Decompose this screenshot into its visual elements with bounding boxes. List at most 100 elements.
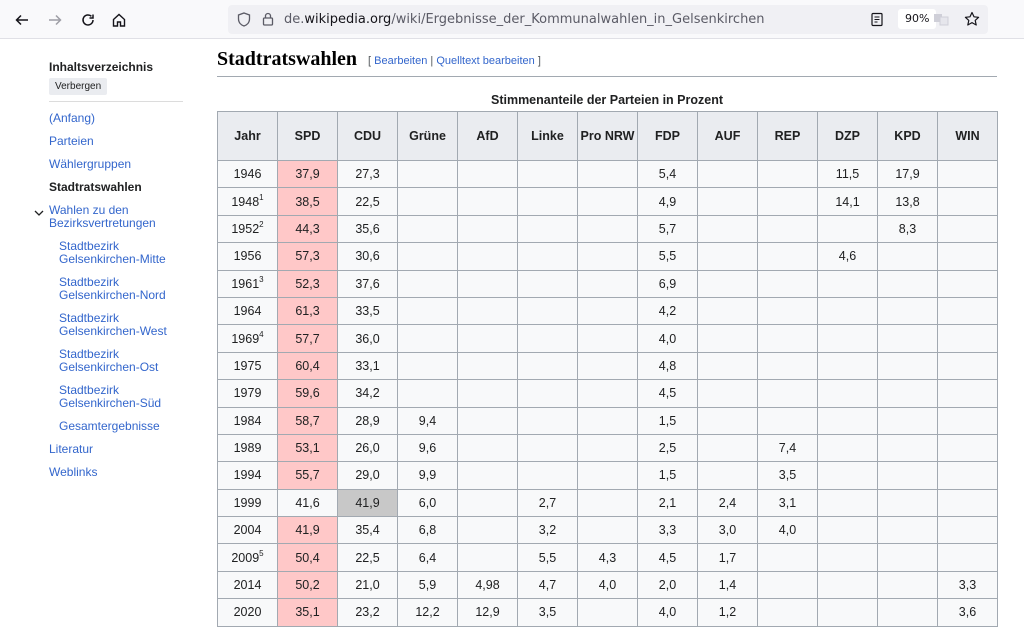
value-cell: 8,3 [877,214,938,244]
toc-item-nord[interactable]: Stadtbezirk Gelsenkirchen-Nord [59,276,166,302]
toc-title: Inhaltsverzeichnis [49,60,154,74]
value-cell: 5,4 [637,159,698,189]
value-cell: 5,9 [397,570,458,600]
table-row: 1984 58,7 28,9 9,4 1,5 [217,406,998,435]
value-cell: 3,0 [697,516,758,545]
value-cell [877,242,938,271]
value-cell: 41,6 [277,488,338,518]
bookmark-star-icon[interactable] [964,11,980,27]
value-cell: 30,6 [337,242,398,271]
footnote-marker[interactable]: 1 [259,192,264,202]
toc-hide-button[interactable]: Verbergen [49,78,108,95]
toc-item-west[interactable]: Stadtbezirk Gelsenkirchen-West [59,312,167,338]
toc-item-literatur[interactable]: Literatur [49,442,94,456]
value-cell [577,351,638,381]
value-cell: 3,1 [757,488,818,518]
value-cell [577,406,638,435]
value-cell: 35,6 [337,214,398,244]
toc-item-waehlergruppen[interactable]: Wählergruppen [49,157,132,171]
year-cell: 1989 [217,433,278,463]
column-header: WIN [937,111,998,161]
reload-icon[interactable] [76,8,100,32]
value-cell [877,461,938,490]
toc-item-sued[interactable]: Stadtbezirk Gelsenkirchen-Süd [59,384,161,410]
url-prefix: de. [284,12,305,27]
lock-icon[interactable] [260,11,276,27]
footnote-marker[interactable]: 5 [259,548,264,558]
value-cell [457,324,518,353]
year-value: 1946 [233,167,262,182]
value-cell: 4,5 [637,379,698,408]
toc-item-label-line2: Gelsenkirchen-Ost [59,360,159,374]
value-cell [697,214,758,244]
table-row: 2014 50,2 21,0 5,9 4,98 4,7 4,0 2,0 1,4 3,3 [217,570,998,600]
value-cell [937,433,998,463]
forward-icon[interactable] [43,8,67,32]
value-cell [937,187,998,216]
edit-link[interactable]: Bearbeiten [374,55,428,67]
value-cell [937,324,998,353]
value-cell: 2,4 [697,488,758,518]
value-cell [457,159,518,189]
value-cell: 29,0 [337,461,398,490]
toc-item-stadtratswahlen[interactable]: Stadtratswahlen [49,180,142,194]
value-cell [517,379,578,408]
value-cell [817,324,878,353]
value-cell [757,598,818,627]
table-row: 1956 57,3 30,6 5,5 4,6 [217,242,998,271]
value-cell [877,269,938,298]
toc-item-label-line2: Gelsenkirchen-Süd [59,396,162,410]
value-cell: 6,8 [397,516,458,545]
section-title: Stadtratswahlen [217,48,358,70]
toc-item-anfang[interactable]: (Anfang) [49,111,96,125]
value-cell: 57,3 [277,242,338,271]
year-value: 1984 [233,413,262,428]
toc-item-gesamtergebnisse[interactable]: Gesamtergebnisse [59,419,160,433]
column-header: FDP [637,111,698,161]
reader-view-icon[interactable] [869,11,885,27]
value-cell: 4,0 [637,324,698,353]
value-cell [457,214,518,244]
table-row: 19613 52,3 37,6 6,9 [217,269,998,298]
footnote-marker[interactable]: 3 [259,274,264,284]
value-cell: 11,5 [817,159,878,189]
column-header: DZP [817,111,878,161]
back-icon[interactable] [10,8,34,32]
browser-toolbar: de.wikipedia.org/wiki/Ergebnisse_der_Kom… [0,0,1024,39]
toc-item-parteien[interactable]: Parteien [49,134,94,148]
year-value: 1979 [233,386,262,401]
footnote-marker[interactable]: 2 [259,219,264,229]
home-icon[interactable] [107,8,131,32]
value-cell [697,351,758,381]
shield-icon[interactable] [236,11,252,27]
url-text[interactable]: de.wikipedia.org/wiki/Ergebnisse_der_Kom… [284,12,765,27]
value-cell [937,516,998,545]
toc-item-bezirksvertretungen[interactable]: Wahlen zu den Bezirksvertretungen [34,204,156,230]
edit-source-link[interactable]: Quelltext bearbeiten [436,55,535,67]
value-cell [397,296,458,326]
zoom-level-button[interactable]: 90% [898,9,937,29]
value-cell [517,351,578,381]
footnote-marker[interactable]: 4 [259,329,264,339]
value-cell: 17,9 [877,159,938,189]
value-cell: 5,7 [637,214,698,244]
column-header: Jahr [217,111,278,161]
year-value: 1952 [231,221,260,236]
value-cell [517,296,578,326]
value-cell [937,379,998,408]
value-cell [517,269,578,298]
value-cell [577,488,638,518]
value-cell [397,269,458,298]
value-cell [937,488,998,518]
column-header: REP [757,111,818,161]
toc-item-mitte[interactable]: Stadtbezirk Gelsenkirchen-Mitte [59,240,166,266]
toc-item-weblinks[interactable]: Weblinks [49,465,98,479]
toc-item-ost[interactable]: Stadtbezirk Gelsenkirchen-Ost [59,348,158,374]
url-bar[interactable]: de.wikipedia.org/wiki/Ergebnisse_der_Kom… [228,5,988,34]
chevron-down-icon[interactable] [34,207,44,220]
table-row: 19522 44,3 35,6 5,7 8,3 [217,214,998,244]
value-cell: 6,9 [637,269,698,298]
toc-item-label: Stadtbezirk [59,347,120,361]
value-cell [517,433,578,463]
translate-icon[interactable] [933,11,949,27]
